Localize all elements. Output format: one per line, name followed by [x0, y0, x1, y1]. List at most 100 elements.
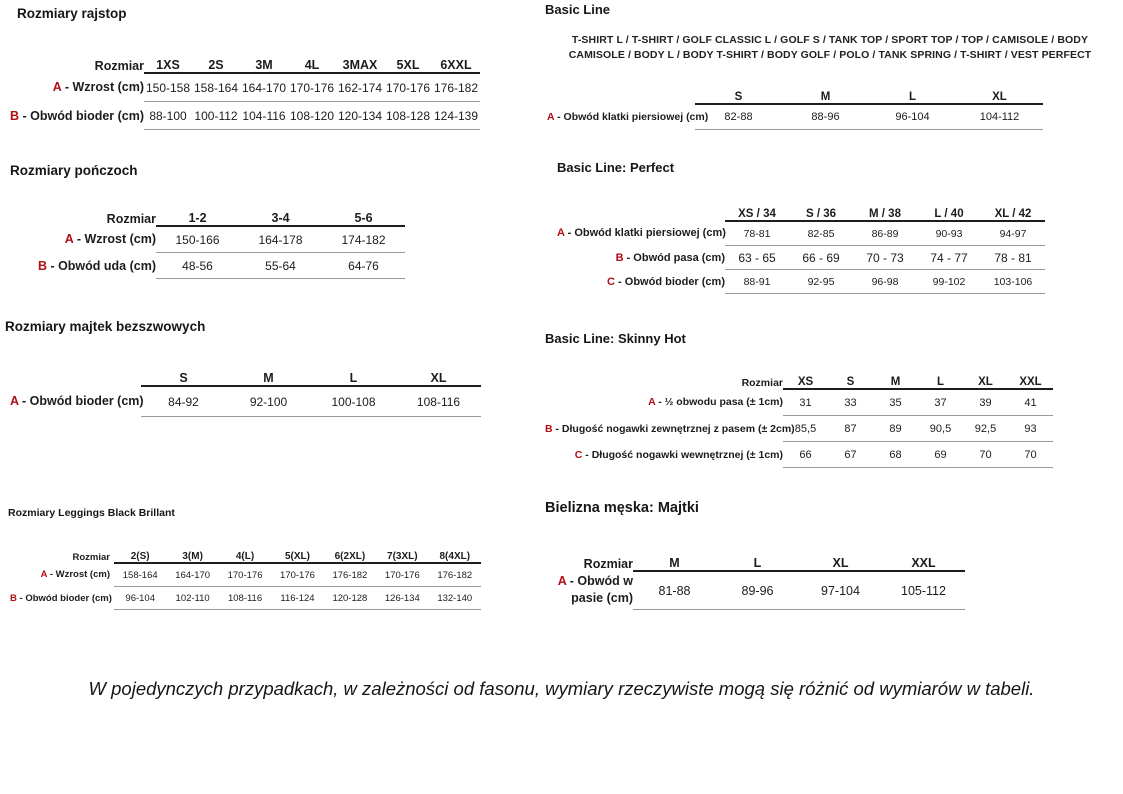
column-header: 1XS: [144, 46, 192, 74]
table-row: A - Wzrost (cm) 158-164 164-170 170-176 170-…: [10, 563, 481, 587]
column-header: XL: [963, 368, 1008, 390]
row-label: A - ½ obwodu pasa (± 1cm): [648, 396, 783, 409]
cell-value: 82-88: [695, 104, 782, 130]
column-header: XXL: [1008, 368, 1053, 390]
table-row: B - Obwód bioder (cm) 88-100 100-112 104-11…: [10, 101, 480, 130]
row-label: A - Obwód klatki piersiowej (cm): [547, 110, 709, 123]
cell-value: 66: [783, 441, 828, 468]
cell-value: 120-134: [336, 101, 384, 130]
row-letter: A: [547, 110, 555, 123]
column-header: L: [716, 546, 799, 572]
column-header: XL / 42: [981, 198, 1045, 222]
corner-label: Rozmiar: [583, 557, 633, 571]
column-header: 6(2XL): [323, 544, 377, 564]
cell-value: 164-170: [240, 73, 288, 102]
cell-value: 88-100: [144, 101, 192, 130]
section-title-basic-line-perfect: Basic Line: Perfect: [557, 160, 675, 175]
column-header: XXL: [882, 546, 965, 572]
column-header: M: [226, 365, 311, 387]
table-row: A - Obwód klatki piersiowej (cm) 78-81 82-…: [557, 221, 1045, 246]
cell-value: 102-110: [166, 586, 219, 610]
size-table: Rozmiar XS S M L XL XXL A - ½ obwodu pasa (± 1c…: [545, 368, 1053, 468]
corner-label: [557, 198, 725, 221]
cell-value: 93: [1008, 415, 1053, 442]
cell-value: 150-158: [144, 73, 192, 102]
column-header: L: [311, 365, 396, 387]
table-header: Rozmiar 1XS 2S 3M 4L 3MAX 5XL 6XXL: [10, 46, 480, 74]
table-skinny-hot: Rozmiar XS S M L XL XXL A - ½ obwodu pasa (± 1c…: [545, 368, 1053, 468]
column-header: XL: [956, 83, 1043, 105]
column-header: 2S: [192, 46, 240, 74]
table-row: B - Obwód pasa (cm) 63 - 65 66 - 69 70 - 73…: [557, 245, 1045, 270]
cell-value: 63 - 65: [725, 245, 789, 270]
cell-value: 96-104: [114, 586, 167, 610]
table-bielizna-meska: Rozmiar M L XL XXL A - Obwód w pasie (cm) 81-8…: [557, 546, 965, 610]
corner-label: [10, 365, 141, 386]
column-header: 5(XL): [271, 544, 324, 564]
row-letter: A: [648, 396, 656, 409]
column-header: XL: [396, 365, 481, 387]
cell-value: 94-97: [981, 221, 1045, 246]
column-header: S: [695, 83, 782, 105]
column-header: 1-2: [156, 203, 239, 227]
header-row: Rozmiar 1-2 3-4 5-6: [10, 203, 405, 227]
cell-value: 78 - 81: [981, 245, 1045, 270]
cell-value: 116-124: [271, 586, 324, 610]
row-label: A - Wzrost (cm): [52, 80, 144, 95]
table-body: A - Wzrost (cm) 150-166 164-178 174-182 B - …: [10, 226, 405, 279]
cell-value: 170-176: [288, 73, 336, 102]
table-row: B - Obwód uda (cm) 48-56 55-64 64-76: [10, 252, 405, 279]
table-row: A - Obwód w pasie (cm) 81-88 89-96 97-104 10…: [557, 571, 965, 610]
row-letter: B: [10, 592, 17, 604]
cell-value: 164-178: [239, 226, 322, 253]
column-header: XS / 34: [725, 198, 789, 222]
header-row: Rozmiar 1XS 2S 3M 4L 3MAX 5XL 6XXL: [10, 46, 480, 74]
table-header: XS / 34 S / 36 M / 38 L / 40 XL / 42: [557, 198, 1045, 222]
cell-value: 170-176: [218, 563, 272, 587]
cell-value: 176-182: [428, 563, 481, 587]
section-title-ponczochy: Rozmiary pończoch: [10, 163, 138, 178]
row-label: A - Wzrost (cm): [64, 232, 156, 247]
cell-value: 70: [1008, 441, 1053, 468]
table-body: A - Wzrost (cm) 158-164 164-170 170-176 170-…: [10, 563, 481, 610]
column-header: 7(3XL): [376, 544, 429, 564]
corner-label: Rozmiar: [94, 59, 144, 73]
cell-value: 41: [1008, 389, 1053, 416]
column-header: 3MAX: [336, 46, 384, 74]
size-table: Rozmiar 1-2 3-4 5-6 A - Wzrost (cm) 150-166 16…: [10, 203, 405, 279]
cell-value: 96-104: [869, 104, 956, 130]
basic-line-products-list: T-SHIRT L / T-SHIRT / GOLF CLASSIC L / G…: [568, 34, 1092, 61]
row-label: A - Obwód klatki piersiowej (cm): [557, 227, 726, 240]
cell-value: 120-128: [323, 586, 377, 610]
cell-value: 105-112: [882, 571, 965, 610]
cell-value: 92,5: [963, 415, 1008, 442]
section-title-majtki-bezszwowe: Rozmiary majtek bezszwowych: [5, 319, 206, 334]
corner-label: Rozmiar: [741, 377, 783, 389]
column-header: 4L: [288, 46, 336, 74]
footnote: W pojedynczych przypadkach, w zależności…: [88, 678, 1035, 699]
table-row: B - Długość nogawki zewnętrznej z pasem …: [545, 415, 1053, 442]
cell-value: 81-88: [633, 571, 716, 610]
section-title-basic-line: Basic Line: [545, 2, 611, 17]
cell-value: 70 - 73: [853, 245, 917, 270]
table-ponczochy: Rozmiar 1-2 3-4 5-6 A - Wzrost (cm) 150-166 16…: [10, 203, 405, 279]
row-letter: B: [545, 422, 553, 435]
table-basic-line: S M L XL A - Obwód klatki piersiowej (cm) 82-…: [547, 83, 1043, 130]
cell-value: 85,5: [783, 415, 828, 442]
column-header: 8(4XL): [428, 544, 481, 564]
table-body: A - Obwód klatki piersiowej (cm) 82-88 88-…: [547, 104, 1043, 130]
cell-value: 100-112: [192, 101, 240, 130]
row-label: C - Obwód bioder (cm): [607, 275, 725, 288]
corner-label: Rozmiar: [72, 552, 110, 563]
table-row: C - Długość nogawki wewnętrznej (± 1cm) 6…: [545, 441, 1053, 468]
table-basic-line-perfect: XS / 34 S / 36 M / 38 L / 40 XL / 42 A - Obwó…: [557, 198, 1045, 294]
cell-value: 74 - 77: [917, 245, 981, 270]
column-header: 3M: [240, 46, 288, 74]
cell-value: 88-91: [725, 269, 789, 294]
cell-value: 108-128: [384, 101, 432, 130]
cell-value: 55-64: [239, 252, 322, 279]
size-table: XS / 34 S / 36 M / 38 L / 40 XL / 42 A - Obwó…: [557, 198, 1045, 294]
column-header: 3-4: [239, 203, 322, 227]
cell-value: 100-108: [311, 386, 396, 417]
